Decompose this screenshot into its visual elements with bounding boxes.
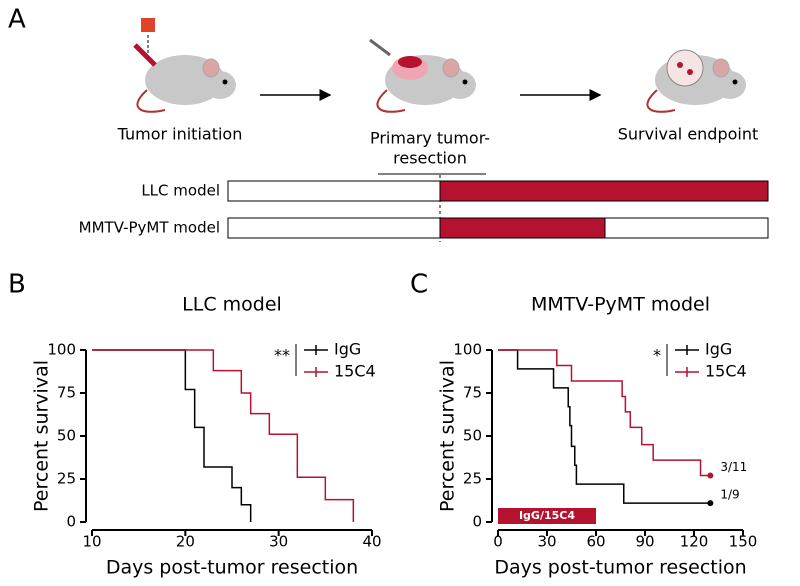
mouse-icon xyxy=(369,38,476,113)
legend-label: 15C4 xyxy=(334,362,376,381)
y-tick-label: 75 xyxy=(463,384,482,402)
y-tick-label: 25 xyxy=(57,470,76,488)
treatment-bar xyxy=(439,217,606,239)
x-tick-label: 30 xyxy=(537,533,556,551)
end-label: 3/11 xyxy=(720,460,747,474)
x-tick-label: 60 xyxy=(586,533,605,551)
chart-title: LLC model xyxy=(182,294,282,316)
x-tick-label: 90 xyxy=(635,533,654,551)
chart-title: MMTV-PyMT model xyxy=(531,294,710,316)
y-tick-label: 0 xyxy=(472,513,482,531)
y-tick-label: 25 xyxy=(463,470,482,488)
legend-label: 15C4 xyxy=(705,362,747,381)
step-label: Survival endpoint xyxy=(618,125,759,144)
end-point xyxy=(707,472,714,479)
y-tick-label: 100 xyxy=(453,341,482,359)
significance: ** xyxy=(274,346,290,365)
treatment-bar xyxy=(498,508,596,524)
x-tick-label: 150 xyxy=(729,533,758,551)
x-axis-label: Days post-tumor resection xyxy=(494,557,746,579)
treatment-label: IgG/15C4 xyxy=(519,509,575,522)
y-axis-label: Percent survival xyxy=(31,360,53,512)
end-point xyxy=(707,500,714,507)
legend-label: IgG xyxy=(705,340,732,359)
step-label: resection xyxy=(393,149,467,168)
mouse-icon xyxy=(133,18,236,113)
treatment-bar xyxy=(439,180,769,202)
legend-swatch xyxy=(304,367,328,377)
survival-line xyxy=(92,349,252,522)
legend-swatch xyxy=(675,367,699,377)
legend-swatch xyxy=(304,345,328,355)
survival-line xyxy=(498,349,711,504)
x-tick-label: 120 xyxy=(680,533,709,551)
x-tick-label: 30 xyxy=(269,533,288,551)
y-tick-label: 50 xyxy=(463,427,482,445)
model-label: LLC model xyxy=(141,182,220,200)
significance: * xyxy=(653,346,661,365)
end-label: 1/9 xyxy=(720,488,739,502)
y-tick-label: 0 xyxy=(66,513,76,531)
y-tick-label: 75 xyxy=(57,384,76,402)
panel-label: A xyxy=(8,5,26,35)
model-label: MMTV-PyMT model xyxy=(79,219,220,237)
y-tick-label: 100 xyxy=(47,341,76,359)
y-tick-label: 50 xyxy=(57,427,76,445)
y-axis-label: Percent survival xyxy=(437,360,459,512)
legend-swatch xyxy=(675,345,699,355)
step-label: Tumor initiation xyxy=(117,125,243,144)
survival-line xyxy=(498,349,711,477)
x-tick-label: 10 xyxy=(82,533,101,551)
mouse-icon xyxy=(646,49,746,113)
survival-line xyxy=(92,349,355,522)
x-tick-label: 20 xyxy=(176,533,195,551)
panel-label: B xyxy=(8,270,26,300)
legend-label: IgG xyxy=(334,340,361,359)
step-label: Primary tumor- xyxy=(370,129,490,148)
x-tick-label: 40 xyxy=(362,533,381,551)
panel-label: C xyxy=(410,270,428,300)
x-tick-label: 0 xyxy=(493,533,503,551)
x-axis-label: Days post-tumor resection xyxy=(106,557,358,579)
